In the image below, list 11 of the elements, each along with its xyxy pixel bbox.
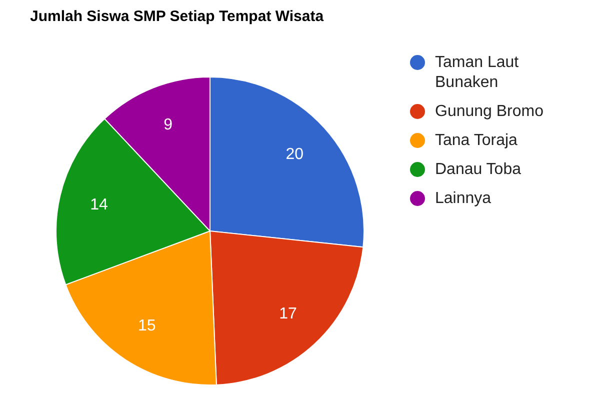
legend-label: Gunung Bromo bbox=[435, 102, 544, 122]
legend-label: Taman Laut Bunaken bbox=[435, 53, 520, 93]
data-label: 9 bbox=[164, 116, 173, 134]
chart-title: Jumlah Siswa SMP Setiap Tempat Wisata bbox=[30, 8, 324, 25]
legend-label: Tana Toraja bbox=[435, 131, 518, 151]
data-label: 17 bbox=[279, 306, 298, 323]
legend-label: Lainnya bbox=[435, 189, 492, 209]
legend-label: Danau Toba bbox=[435, 160, 521, 180]
data-label: 15 bbox=[138, 317, 156, 334]
data-label: 14 bbox=[90, 196, 108, 214]
data-label: 20 bbox=[286, 146, 304, 164]
